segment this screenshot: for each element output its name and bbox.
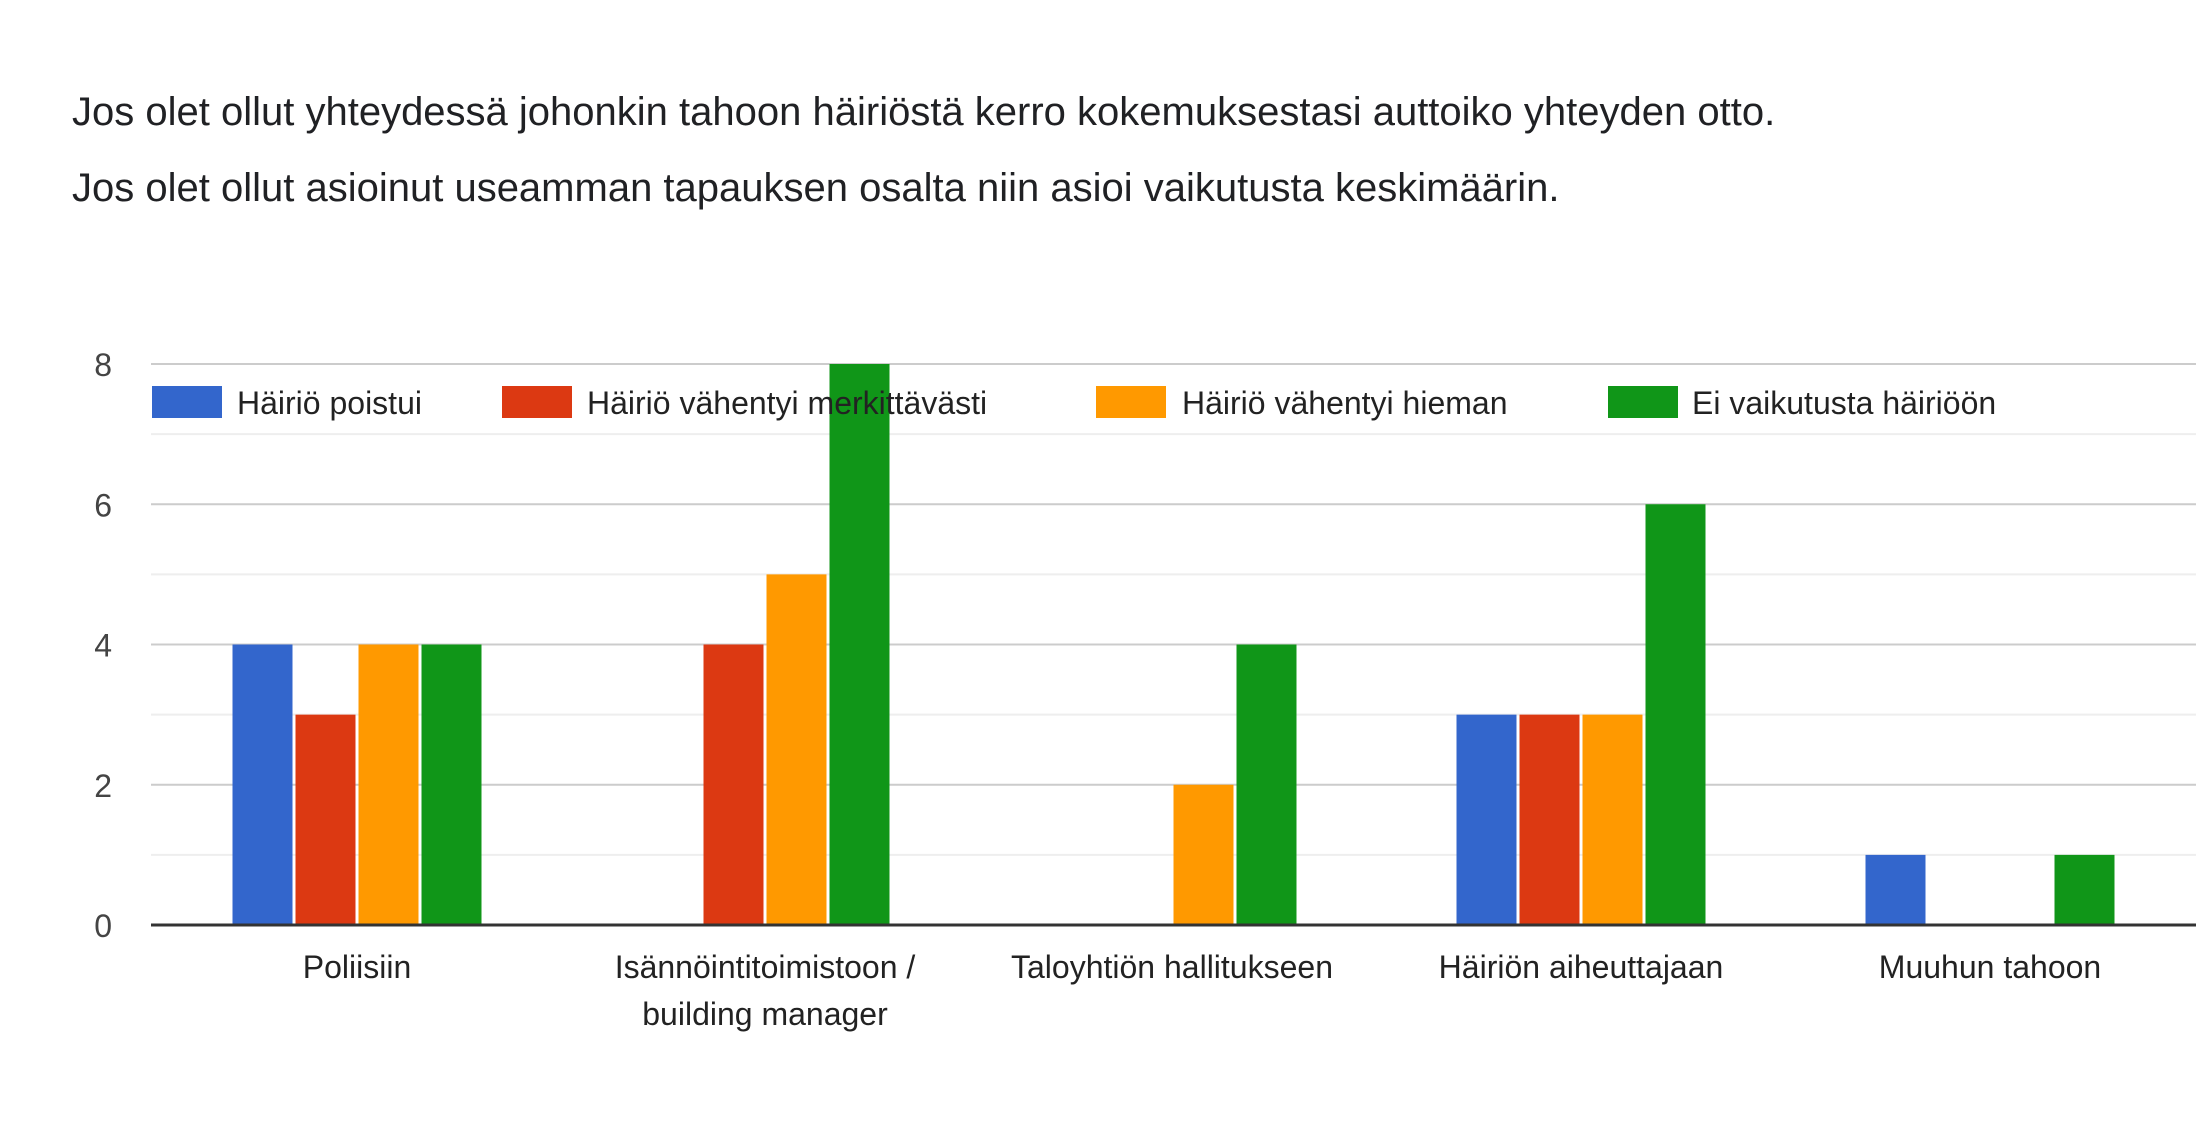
bar-1-1 — [232, 644, 293, 925]
bar-4-5 — [2054, 854, 2115, 925]
legend-swatch-3 — [1096, 386, 1166, 418]
bar-3-3 — [1173, 784, 1234, 925]
legend-label-4: Ei vaikutusta häiriöön — [1692, 385, 1996, 421]
legend: Häiriö poistui Häiriö vähentyi merkittävä… — [152, 385, 1996, 421]
y-tick-label: 8 — [94, 347, 112, 383]
legend-swatch-4 — [1608, 386, 1678, 418]
x-tick-label: Isännöintitoimistoon / — [615, 949, 916, 985]
x-tick-label: Poliisiin — [303, 949, 411, 985]
bars — [232, 364, 2115, 925]
legend-swatch-2 — [502, 386, 572, 418]
y-tick-label: 0 — [94, 908, 112, 944]
bar-3-4 — [1582, 714, 1643, 925]
legend-label-2: Häiriö vähentyi merkittävästi — [587, 385, 987, 421]
bar-3-2 — [766, 574, 827, 925]
y-tick-label: 4 — [94, 628, 112, 664]
legend-label-1: Häiriö poistui — [237, 385, 422, 421]
x-tick-label: building manager — [642, 996, 888, 1032]
gridlines — [151, 363, 2196, 856]
y-tick-label: 6 — [94, 487, 112, 523]
bar-1-4 — [1456, 714, 1517, 925]
x-tick-label: Muuhun tahoon — [1879, 949, 2101, 985]
bar-2-4 — [1519, 714, 1580, 925]
x-tick-label: Häiriön aiheuttajaan — [1439, 949, 1724, 985]
bar-4-1 — [421, 644, 482, 925]
bar-4-4 — [1645, 504, 1706, 925]
x-tick-label: Taloyhtiön hallitukseen — [1011, 949, 1333, 985]
bar-1-5 — [1865, 854, 1926, 925]
axes: 0 2 4 6 8 Poliisiin Isännöintitoimistoon / buil… — [94, 347, 2196, 1032]
bar-2-1 — [295, 714, 356, 925]
bar-4-2 — [829, 364, 890, 925]
y-tick-label: 2 — [94, 768, 112, 804]
bar-3-1 — [358, 644, 419, 925]
legend-swatch-1 — [152, 386, 222, 418]
legend-label-3: Häiriö vähentyi hieman — [1182, 385, 1508, 421]
bar-4-3 — [1236, 644, 1297, 925]
bar-2-2 — [703, 644, 764, 925]
chart-title: Jos olet ollut yhteydessä johonkin tahoo… — [72, 90, 1776, 210]
